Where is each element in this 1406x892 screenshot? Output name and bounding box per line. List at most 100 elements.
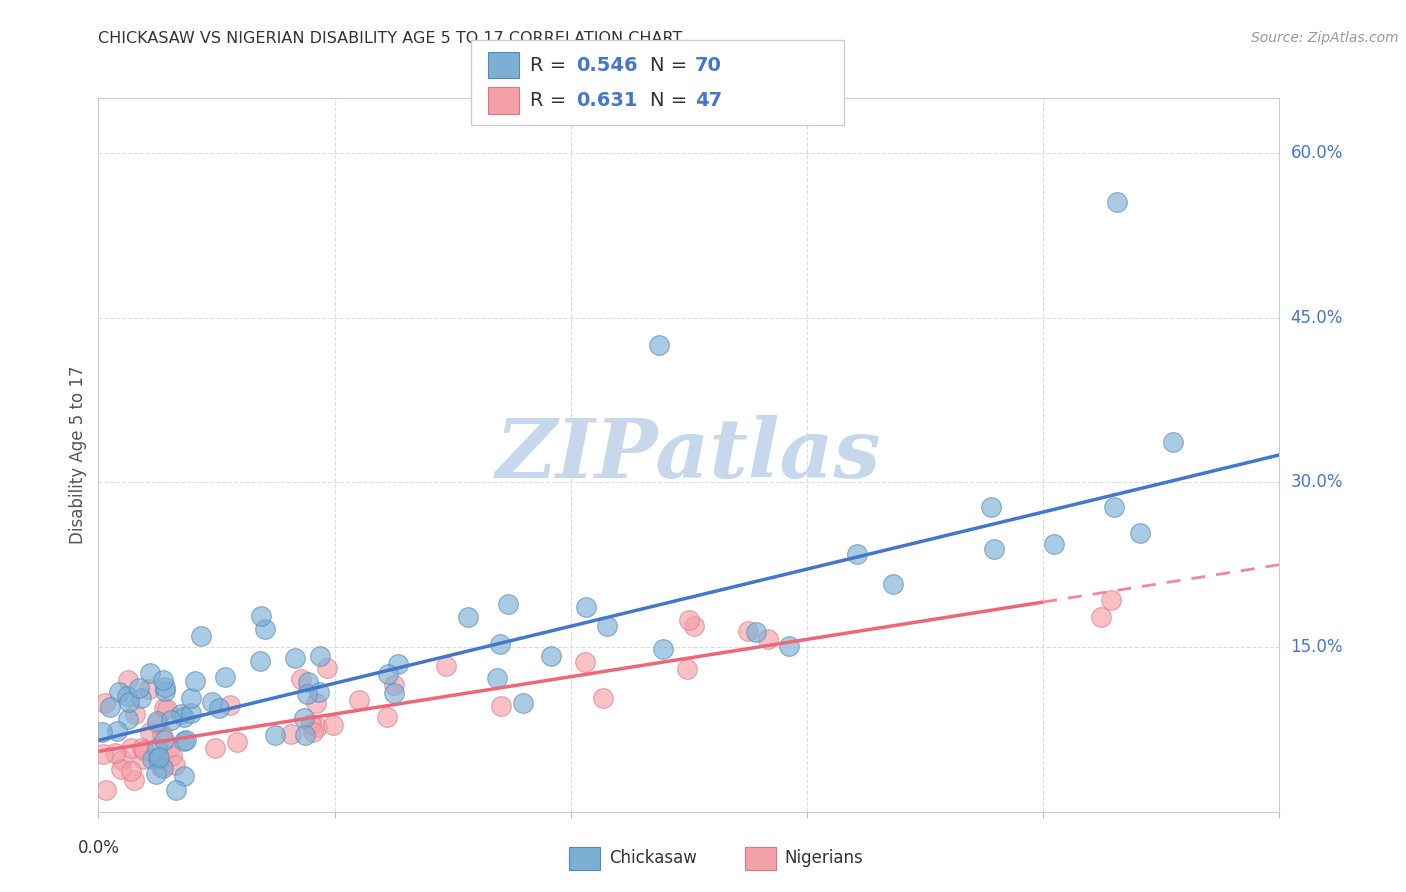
Point xyxy=(105,724,128,739)
Point xyxy=(104,747,127,761)
Point xyxy=(152,673,174,687)
Text: 15.0%: 15.0% xyxy=(1291,638,1343,656)
Point xyxy=(434,659,457,673)
Point xyxy=(387,657,409,672)
Point xyxy=(131,741,153,756)
Point xyxy=(146,752,169,766)
Point xyxy=(737,624,759,638)
Point xyxy=(457,610,479,624)
Point xyxy=(117,673,139,688)
Point xyxy=(120,740,142,755)
Point xyxy=(118,695,141,709)
Point xyxy=(678,613,700,627)
Point xyxy=(377,709,399,723)
Point xyxy=(165,782,187,797)
Point xyxy=(91,725,114,739)
Point xyxy=(596,619,619,633)
Text: 45.0%: 45.0% xyxy=(1291,309,1343,326)
Point xyxy=(489,637,512,651)
Point xyxy=(110,762,132,776)
Point xyxy=(180,706,202,720)
Point xyxy=(307,720,329,734)
Point xyxy=(139,725,162,739)
Point xyxy=(173,769,195,783)
Point xyxy=(758,632,780,646)
Point xyxy=(1090,610,1112,624)
Point xyxy=(250,609,273,624)
Text: 60.0%: 60.0% xyxy=(1291,144,1343,162)
Point xyxy=(170,707,193,722)
Point xyxy=(146,714,169,729)
Point xyxy=(176,732,198,747)
Point xyxy=(592,691,614,706)
Point xyxy=(204,740,226,755)
Point xyxy=(128,681,150,695)
Point xyxy=(778,640,800,654)
Point xyxy=(305,696,328,710)
Point xyxy=(173,710,195,724)
Point xyxy=(132,752,155,766)
Point xyxy=(297,675,319,690)
Point xyxy=(845,547,868,561)
Point xyxy=(540,648,562,663)
Point xyxy=(489,699,512,714)
Point xyxy=(302,725,325,739)
Point xyxy=(575,600,598,615)
Point xyxy=(295,687,318,701)
Point xyxy=(249,654,271,668)
Point xyxy=(155,680,177,694)
Text: R =: R = xyxy=(530,91,579,111)
Point xyxy=(159,713,181,727)
Point xyxy=(512,697,534,711)
Point xyxy=(183,674,205,689)
Text: Chickasaw: Chickasaw xyxy=(609,849,697,867)
Point xyxy=(349,692,371,706)
Point xyxy=(173,734,195,748)
Point xyxy=(496,598,519,612)
Text: ZIPatlas: ZIPatlas xyxy=(496,415,882,495)
Point xyxy=(1099,593,1122,607)
Text: 70: 70 xyxy=(695,55,721,75)
Point xyxy=(148,750,170,764)
Point xyxy=(108,685,131,699)
Point xyxy=(153,733,176,747)
Text: 0.0%: 0.0% xyxy=(77,838,120,857)
Text: 30.0%: 30.0% xyxy=(1291,474,1343,491)
Point xyxy=(283,650,305,665)
Point xyxy=(382,686,405,700)
Point xyxy=(226,735,249,749)
Point xyxy=(983,542,1005,557)
Point xyxy=(157,741,180,756)
Point xyxy=(676,662,699,676)
Point xyxy=(122,772,145,787)
Point xyxy=(150,727,173,741)
Point xyxy=(134,743,156,757)
Point xyxy=(149,760,172,774)
Point xyxy=(882,577,904,591)
Text: N =: N = xyxy=(650,55,693,75)
Point xyxy=(316,661,339,675)
Point xyxy=(94,696,117,710)
Point xyxy=(1043,537,1066,551)
Point xyxy=(156,702,179,716)
Text: R =: R = xyxy=(530,55,572,75)
Point xyxy=(219,698,242,713)
Point xyxy=(208,700,231,714)
Point xyxy=(299,716,322,731)
Point xyxy=(214,670,236,684)
Text: 47: 47 xyxy=(695,91,721,111)
Point xyxy=(574,656,596,670)
Point xyxy=(648,338,671,352)
Point xyxy=(652,641,675,656)
Point xyxy=(309,648,332,663)
Point xyxy=(145,715,167,730)
Point xyxy=(117,712,139,726)
Text: Source: ZipAtlas.com: Source: ZipAtlas.com xyxy=(1251,31,1399,45)
Point xyxy=(280,727,302,741)
Point xyxy=(980,500,1002,514)
Point xyxy=(115,689,138,703)
Point xyxy=(294,728,316,742)
Point xyxy=(111,753,134,767)
Point xyxy=(91,747,114,762)
Point xyxy=(322,717,344,731)
